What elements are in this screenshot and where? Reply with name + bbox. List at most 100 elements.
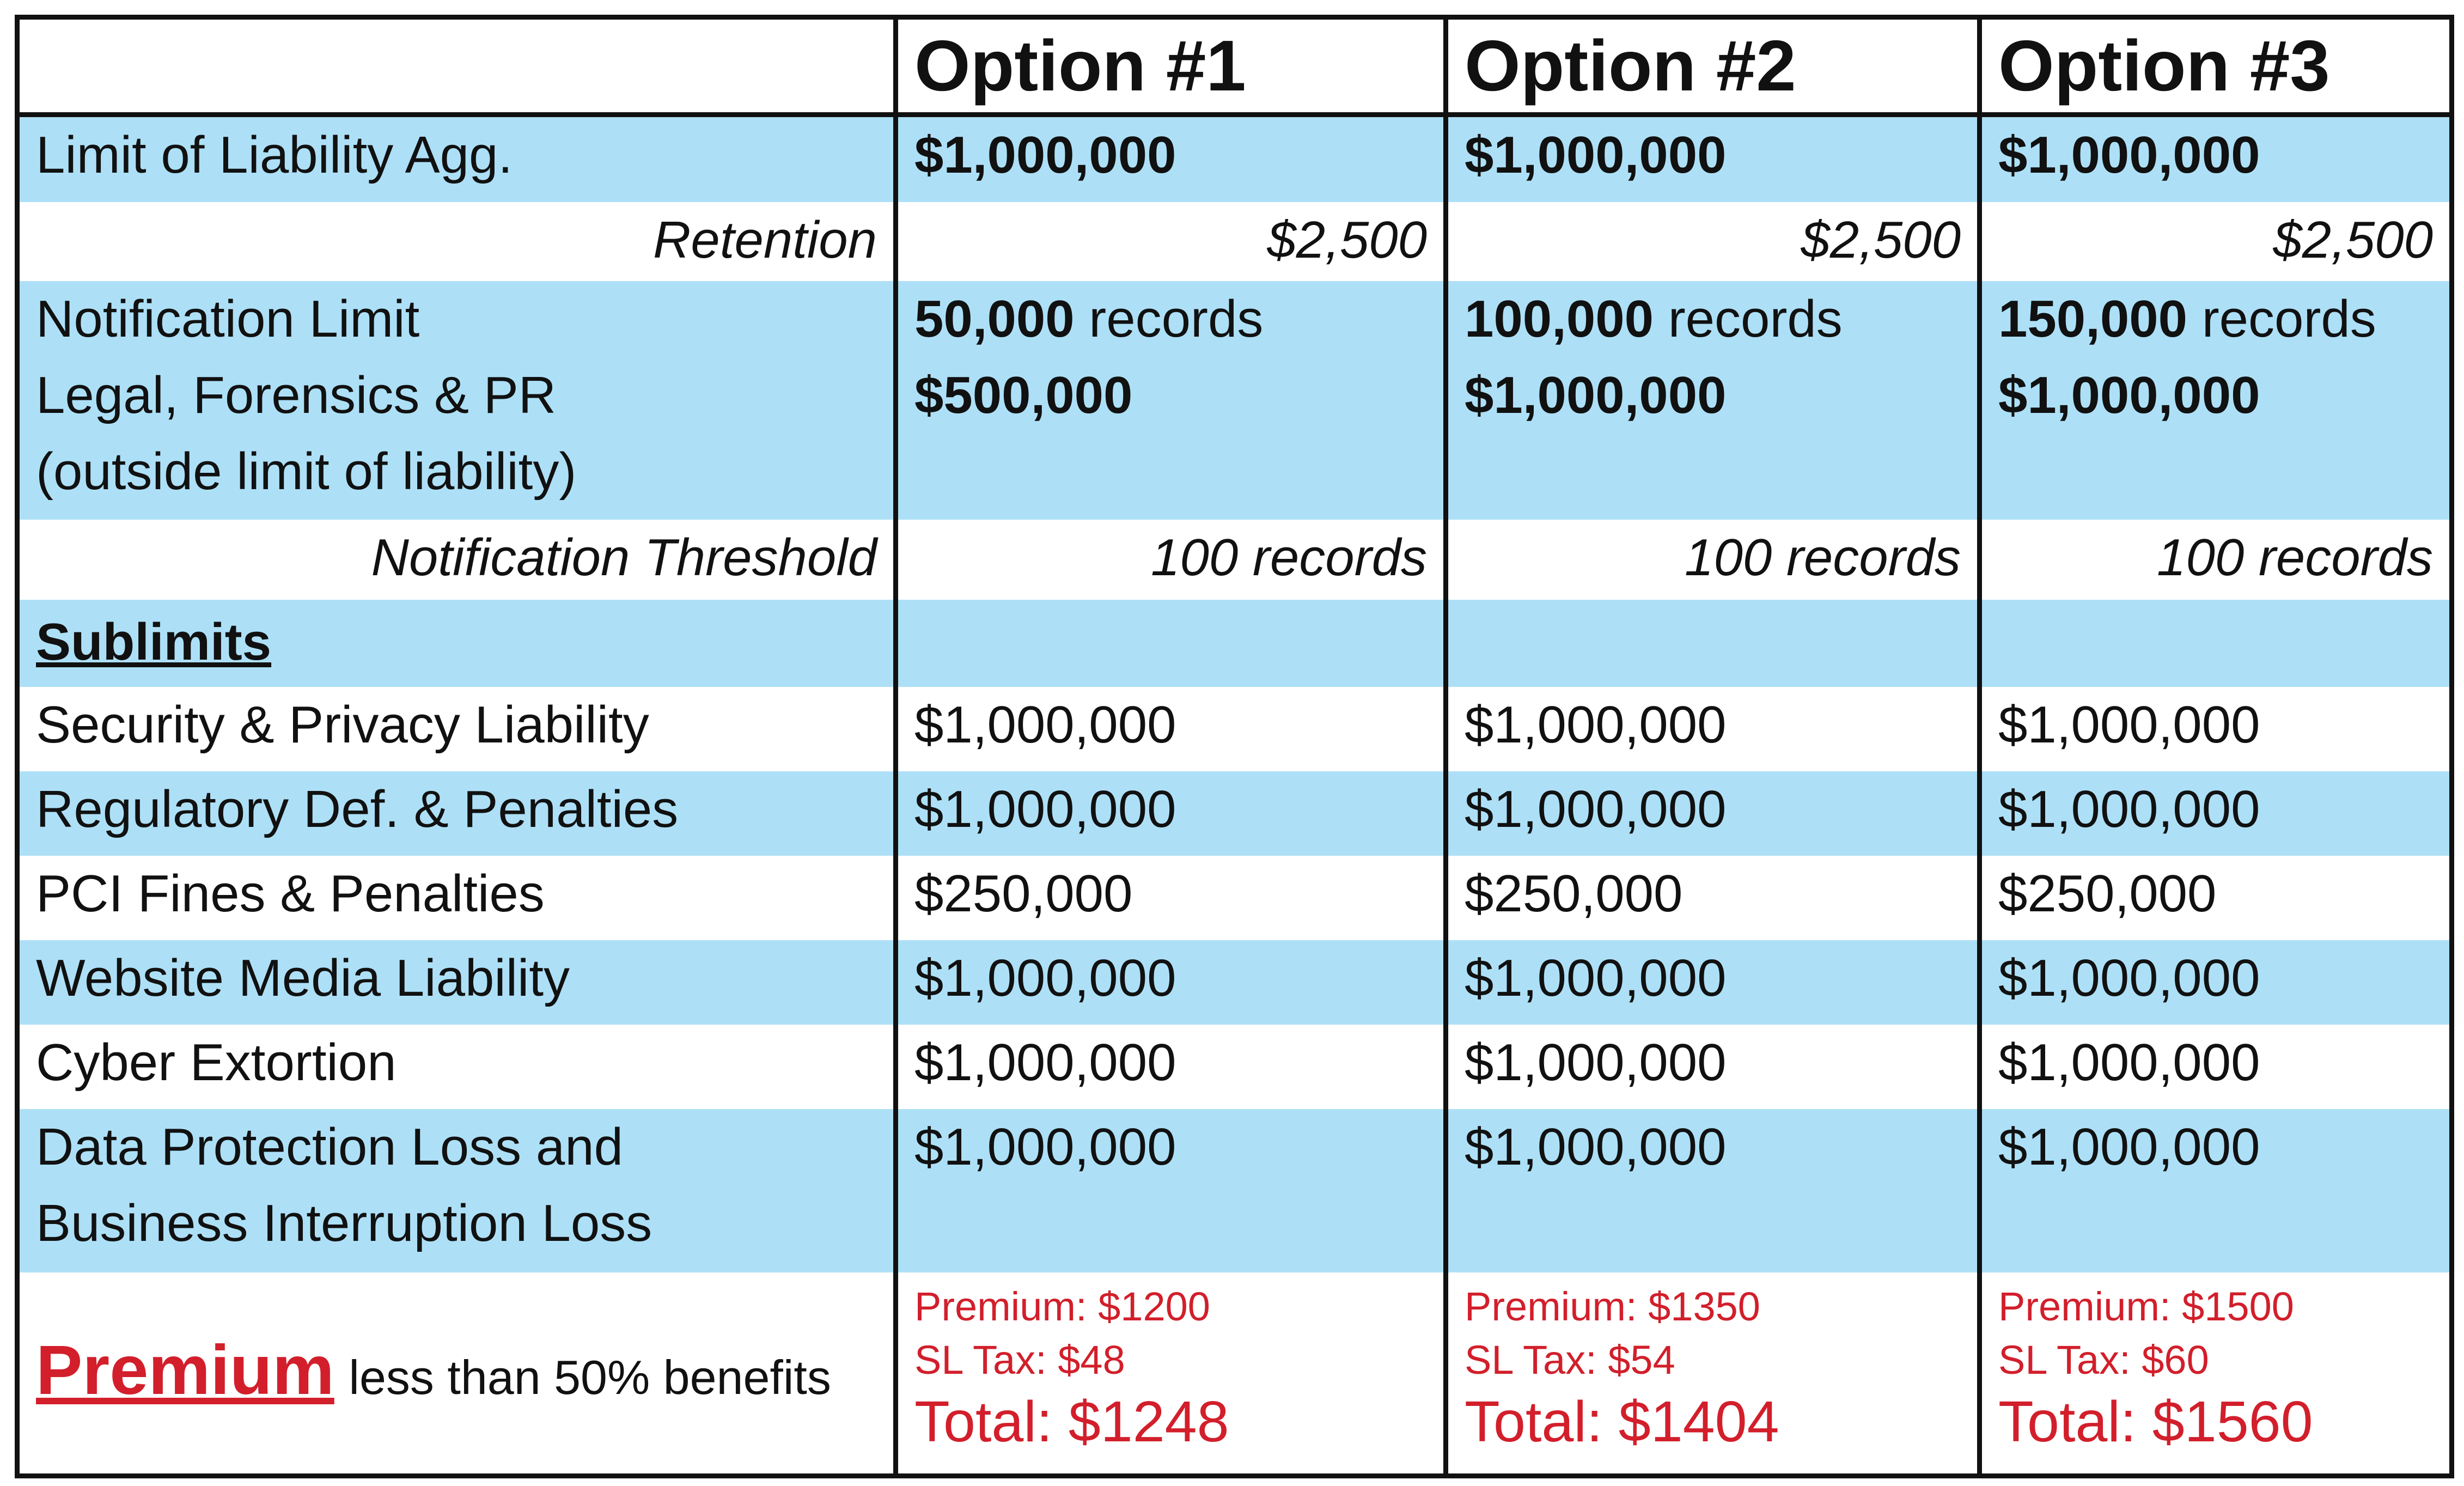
premium-option-3-cell: Premium: $1500 SL Tax: $60 Total: $1560 xyxy=(1977,1272,2454,1478)
legal-forensics-label: Legal, Forensics & PR xyxy=(36,366,557,424)
sublimits-empty-cell xyxy=(1443,599,1982,687)
sublimits-heading-row: Sublimits xyxy=(15,599,2454,687)
option-2-header: Option #2 xyxy=(1443,15,1982,117)
retention-option-3: $2,500 xyxy=(2273,210,2433,269)
premium-option-2-cell: Premium: $1350 SL Tax: $54 Total: $1404 xyxy=(1443,1272,1982,1478)
threshold-option-2-cell: 100 records xyxy=(1443,519,1982,600)
sublimit-option-3: $1,000,000 xyxy=(1977,686,2454,771)
records-word: records xyxy=(1089,289,1264,348)
sl-tax-amount: SL Tax: $54 xyxy=(1465,1337,1675,1383)
sublimit-option-3: $1,000,000 xyxy=(1977,1024,2454,1109)
sublimit-row: Security & Privacy Liability $1,000,000 … xyxy=(15,686,2454,771)
total-amount: Total: $1404 xyxy=(1465,1389,1779,1454)
sl-tax-amount: SL Tax: $60 xyxy=(1998,1337,2209,1383)
notification-option-3-cell: 150,000 records $1,000,000 xyxy=(1977,281,2454,520)
limit-of-liability-row: Limit of Liability Agg. $1,000,000 $1,00… xyxy=(15,114,2454,202)
premium-label-cell: Premium less than 50% benefits xyxy=(15,1272,898,1478)
option-3-title: Option #3 xyxy=(1998,26,2330,106)
sublimit-row: Regulatory Def. & Penalties $1,000,000 $… xyxy=(15,771,2454,856)
legal-amount-option-3: $1,000,000 xyxy=(1998,366,2260,424)
retention-option-2: $2,500 xyxy=(1801,210,1961,269)
total-amount: Total: $1248 xyxy=(914,1389,1229,1454)
threshold-option-3: 100 records xyxy=(2157,528,2433,587)
notification-limit-label-cell: Notification Limit Legal, Forensics & PR… xyxy=(15,281,898,520)
sublimits-empty-cell xyxy=(1977,599,2454,687)
notification-limit-row: Notification Limit Legal, Forensics & PR… xyxy=(15,281,2454,520)
legal-amount-option-2: $1,000,000 xyxy=(1465,366,1727,424)
sublimit-option-1: $1,000,000 xyxy=(893,1024,1448,1109)
records-word: records xyxy=(2201,289,2376,348)
header-blank-cell xyxy=(15,15,898,117)
sublimit-label: Regulatory Def. & Penalties xyxy=(15,771,898,856)
total-amount: Total: $1560 xyxy=(1998,1389,2313,1454)
legal-amount-option-1: $500,000 xyxy=(914,366,1133,424)
outside-limit-label: (outside limit of liability) xyxy=(36,442,577,501)
sublimit-label-cell: Data Protection Loss and Business Interr… xyxy=(15,1109,898,1272)
sublimit-row: Data Protection Loss and Business Interr… xyxy=(15,1109,2454,1272)
sublimit-option-3: $1,000,000 xyxy=(1977,771,2454,856)
threshold-option-3-cell: 100 records xyxy=(1977,519,2454,600)
retention-row: Retention $2,500 $2,500 $2,500 xyxy=(15,202,2454,281)
limit-of-liability-option-3: $1,000,000 xyxy=(1977,114,2454,202)
sublimit-option-3: $250,000 xyxy=(1977,855,2454,940)
option-1-header: Option #1 xyxy=(893,15,1448,117)
retention-option-2-cell: $2,500 xyxy=(1443,202,1982,281)
sublimit-row: Cyber Extortion $1,000,000 $1,000,000 $1… xyxy=(15,1024,2454,1109)
sublimit-option-3: $1,000,000 xyxy=(1977,940,2454,1025)
sublimit-option-2: $1,000,000 xyxy=(1443,771,1982,856)
threshold-option-1-cell: 100 records xyxy=(893,519,1448,600)
sublimit-option-3: $1,000,000 xyxy=(1977,1109,2454,1272)
sublimit-row: PCI Fines & Penalties $250,000 $250,000 … xyxy=(15,855,2454,940)
records-count: 150,000 xyxy=(1998,289,2188,348)
option-1-title: Option #1 xyxy=(914,26,1246,106)
sublimit-option-2: $1,000,000 xyxy=(1443,1109,1982,1272)
threshold-option-1: 100 records xyxy=(1151,528,1427,587)
limit-of-liability-label: Limit of Liability Agg. xyxy=(15,114,898,202)
header-row: Option #1 Option #2 Option #3 xyxy=(15,15,2454,117)
records-word: records xyxy=(1668,289,1843,348)
premium-option-1-cell: Premium: $1200 SL Tax: $48 Total: $1248 xyxy=(893,1272,1448,1478)
notification-records-option-1: 50,000 records xyxy=(914,281,1427,357)
records-count: 50,000 xyxy=(914,289,1075,348)
sublimits-heading: Sublimits xyxy=(36,612,272,671)
sublimit-label-line: Business Interruption Loss xyxy=(36,1193,652,1252)
notification-threshold-label-cell: Notification Threshold xyxy=(15,519,898,600)
sublimit-option-1: $1,000,000 xyxy=(893,686,1448,771)
sublimit-option-2: $1,000,000 xyxy=(1443,940,1982,1025)
retention-option-1-cell: $2,500 xyxy=(893,202,1448,281)
retention-label: Retention xyxy=(653,210,877,269)
notification-records-option-3: 150,000 records xyxy=(1998,281,2433,357)
sl-tax-amount: SL Tax: $48 xyxy=(914,1337,1125,1383)
retention-label-cell: Retention xyxy=(15,202,898,281)
sublimit-label: Website Media Liability xyxy=(15,940,898,1025)
retention-option-3-cell: $2,500 xyxy=(1977,202,2454,281)
option-2-title: Option #2 xyxy=(1465,26,1796,106)
retention-option-1: $2,500 xyxy=(1267,210,1427,269)
sublimit-label: PCI Fines & Penalties xyxy=(15,855,898,940)
premium-amount: Premium: $1500 xyxy=(1998,1283,2294,1329)
premium-amount: Premium: $1200 xyxy=(914,1283,1210,1329)
sublimit-option-2: $1,000,000 xyxy=(1443,1024,1982,1109)
sublimit-option-1: $1,000,000 xyxy=(893,771,1448,856)
sublimit-label: Security & Privacy Liability xyxy=(15,686,898,771)
coverage-options-table: Option #1 Option #2 Option #3 Limit of L… xyxy=(15,15,2454,1478)
option-3-header: Option #3 xyxy=(1977,15,2454,117)
sublimit-option-1: $1,000,000 xyxy=(893,940,1448,1025)
sublimit-label-line: Data Protection Loss and xyxy=(36,1117,623,1176)
sublimit-label: Cyber Extortion xyxy=(15,1024,898,1109)
notification-option-2-cell: 100,000 records $1,000,000 xyxy=(1443,281,1982,520)
premium-note: less than 50% benefits xyxy=(349,1350,831,1405)
threshold-option-2: 100 records xyxy=(1685,528,1961,587)
sublimits-empty-cell xyxy=(893,599,1448,687)
premium-row: Premium less than 50% benefits Premium: … xyxy=(15,1272,2454,1478)
limit-of-liability-option-1: $1,000,000 xyxy=(893,114,1448,202)
sublimit-option-1: $1,000,000 xyxy=(893,1109,1448,1272)
notification-limit-label: Notification Limit xyxy=(36,289,420,348)
notification-option-1-cell: 50,000 records $500,000 xyxy=(893,281,1448,520)
sublimits-heading-cell: Sublimits xyxy=(15,599,898,687)
records-count: 100,000 xyxy=(1465,289,1654,348)
premium-label: Premium xyxy=(36,1331,334,1410)
notification-threshold-row: Notification Threshold 100 records 100 r… xyxy=(15,519,2454,600)
sublimit-option-1: $250,000 xyxy=(893,855,1448,940)
limit-of-liability-option-2: $1,000,000 xyxy=(1443,114,1982,202)
